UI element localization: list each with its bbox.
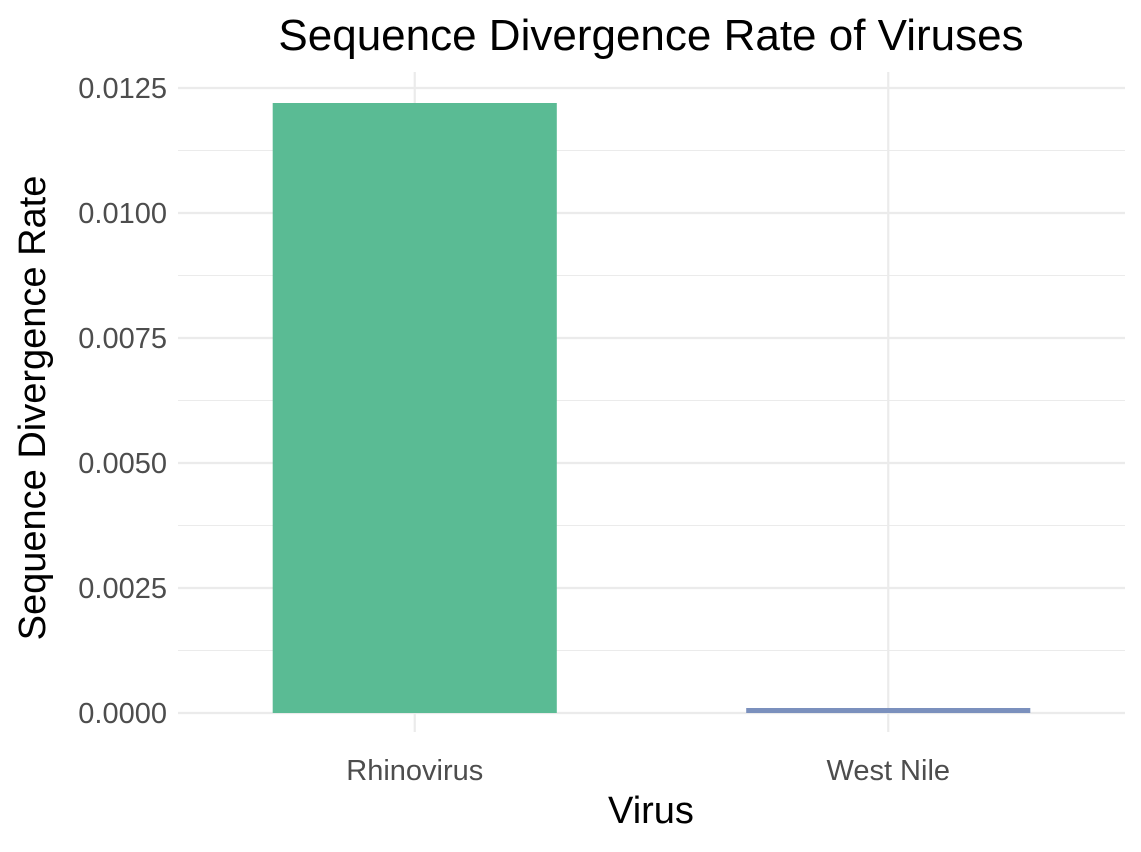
y-tick-label: 0.0050 bbox=[78, 448, 167, 480]
x-tick-label: West Nile bbox=[826, 755, 950, 787]
y-axis-title: Sequence Divergence Rate bbox=[12, 176, 54, 641]
chart-title: Sequence Divergence Rate of Viruses bbox=[278, 11, 1023, 60]
bars bbox=[272, 103, 1031, 713]
y-tick-label: 0.0025 bbox=[78, 573, 167, 605]
bar bbox=[746, 708, 1031, 713]
x-axis-ticks: Rhinovirus West Nile bbox=[346, 755, 950, 787]
bar bbox=[272, 103, 557, 713]
x-tick-label: Rhinovirus bbox=[346, 755, 483, 787]
y-axis-ticks: 0.0000 0.0025 0.0050 0.0075 0.0100 0.0125 bbox=[78, 73, 167, 730]
y-tick-label: 0.0075 bbox=[78, 323, 167, 355]
y-tick-label: 0.0100 bbox=[78, 198, 167, 230]
x-axis-title: Virus bbox=[608, 790, 694, 832]
y-tick-label: 0.0125 bbox=[78, 73, 167, 105]
y-tick-label: 0.0000 bbox=[78, 698, 167, 730]
